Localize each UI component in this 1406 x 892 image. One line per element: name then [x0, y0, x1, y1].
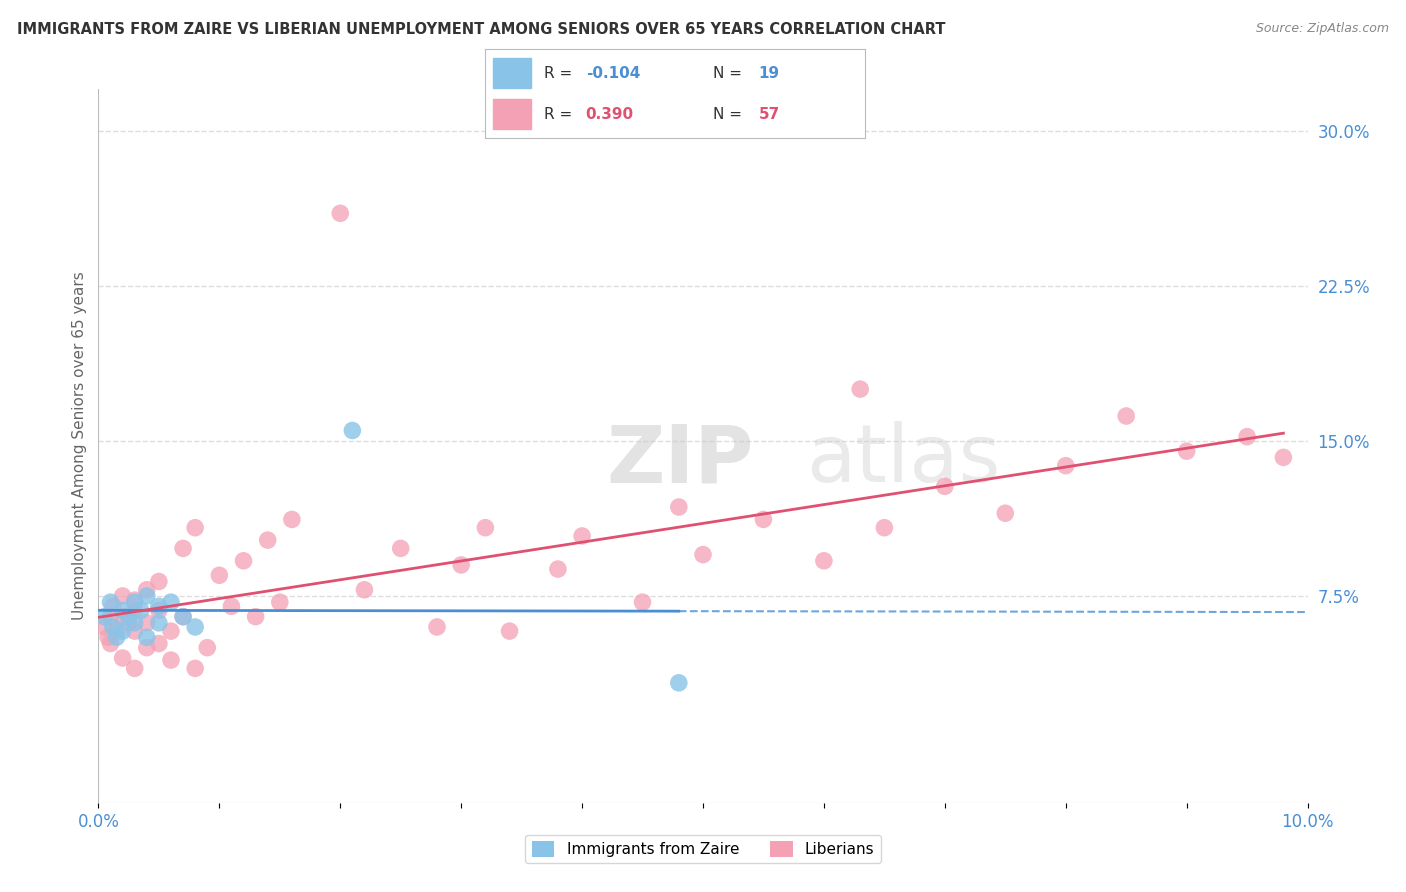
- Point: [232, 554, 254, 568]
- Point: [129, 603, 152, 617]
- Point: [148, 636, 170, 650]
- Point: [172, 609, 194, 624]
- Point: [245, 609, 267, 624]
- Point: [101, 620, 124, 634]
- Point: [281, 512, 304, 526]
- Text: ZIP: ZIP: [606, 421, 754, 500]
- Point: [184, 620, 207, 634]
- Point: [100, 609, 122, 624]
- Point: [329, 206, 352, 220]
- Point: [118, 609, 141, 624]
- Point: [389, 541, 412, 556]
- Point: [160, 624, 183, 639]
- Point: [547, 562, 569, 576]
- Point: [994, 506, 1017, 520]
- Point: [631, 595, 654, 609]
- Point: [172, 609, 194, 624]
- Bar: [492, 99, 530, 129]
- Point: [1175, 444, 1198, 458]
- Point: [813, 554, 835, 568]
- Point: [221, 599, 243, 614]
- Point: [668, 676, 690, 690]
- Point: [93, 609, 115, 624]
- Point: [1054, 458, 1077, 473]
- Text: R =: R =: [544, 66, 572, 80]
- Point: [124, 595, 146, 609]
- Point: [118, 615, 141, 630]
- Point: [450, 558, 472, 572]
- Point: [100, 595, 122, 609]
- Point: [135, 582, 157, 597]
- Point: [135, 630, 157, 644]
- Point: [172, 541, 194, 556]
- Text: R =: R =: [544, 107, 572, 121]
- Text: 57: 57: [758, 107, 780, 121]
- Point: [1115, 409, 1137, 423]
- Point: [135, 615, 157, 630]
- Point: [498, 624, 520, 639]
- Point: [160, 653, 183, 667]
- Point: [111, 609, 134, 624]
- Point: [752, 512, 775, 526]
- Legend: Immigrants from Zaire, Liberians: Immigrants from Zaire, Liberians: [526, 835, 880, 863]
- Point: [148, 574, 170, 589]
- Point: [135, 640, 157, 655]
- Point: [353, 582, 375, 597]
- Point: [124, 603, 146, 617]
- Point: [105, 624, 128, 639]
- Text: N =: N =: [713, 107, 742, 121]
- Text: 0.390: 0.390: [586, 107, 634, 121]
- Point: [184, 521, 207, 535]
- Point: [195, 640, 218, 655]
- Point: [124, 661, 146, 675]
- Point: [124, 615, 146, 630]
- Point: [269, 595, 291, 609]
- Point: [148, 599, 170, 614]
- Point: [135, 589, 157, 603]
- Point: [111, 589, 134, 603]
- Point: [101, 599, 124, 614]
- Text: Source: ZipAtlas.com: Source: ZipAtlas.com: [1256, 22, 1389, 36]
- Point: [111, 603, 134, 617]
- Point: [93, 620, 115, 634]
- Point: [426, 620, 449, 634]
- Text: 19: 19: [758, 66, 779, 80]
- Point: [100, 636, 122, 650]
- Point: [208, 568, 231, 582]
- Point: [571, 529, 593, 543]
- Point: [342, 424, 364, 438]
- Point: [668, 500, 690, 514]
- Point: [160, 595, 183, 609]
- Point: [124, 624, 146, 639]
- Y-axis label: Unemployment Among Seniors over 65 years: Unemployment Among Seniors over 65 years: [72, 272, 87, 620]
- Text: N =: N =: [713, 66, 742, 80]
- Bar: [492, 58, 530, 88]
- Text: atlas: atlas: [806, 421, 1000, 500]
- Point: [124, 593, 146, 607]
- Point: [105, 630, 128, 644]
- Text: IMMIGRANTS FROM ZAIRE VS LIBERIAN UNEMPLOYMENT AMONG SENIORS OVER 65 YEARS CORRE: IMMIGRANTS FROM ZAIRE VS LIBERIAN UNEMPL…: [17, 22, 945, 37]
- Point: [873, 521, 896, 535]
- Point: [692, 548, 714, 562]
- Point: [1272, 450, 1295, 465]
- Point: [184, 661, 207, 675]
- Point: [474, 521, 496, 535]
- Point: [111, 651, 134, 665]
- Point: [148, 603, 170, 617]
- Point: [256, 533, 278, 548]
- Point: [1236, 430, 1258, 444]
- Point: [849, 382, 872, 396]
- Point: [934, 479, 956, 493]
- Point: [148, 615, 170, 630]
- Point: [97, 630, 120, 644]
- Text: -0.104: -0.104: [586, 66, 640, 80]
- Point: [111, 624, 134, 639]
